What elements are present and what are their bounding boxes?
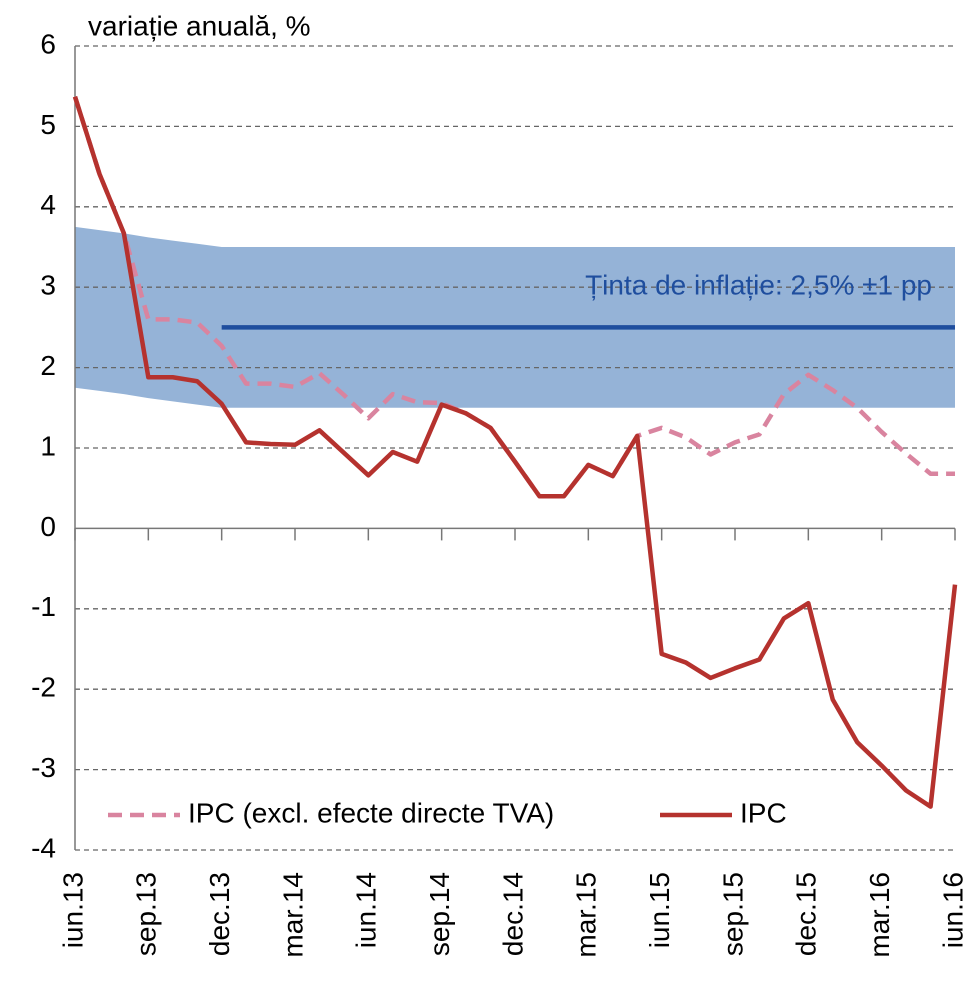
y-tick-label: 4 [40,189,56,220]
x-tick-label: mar.16 [864,872,895,958]
y-tick-label: 5 [40,109,56,140]
x-tick-label: dec.13 [204,872,235,956]
x-tick-label: sep.14 [424,872,455,956]
x-tick-label: dec.14 [497,872,528,956]
x-tick-label: iun.13 [57,872,88,948]
y-tick-label: -3 [31,752,56,783]
target-band [75,226,955,408]
y-tick-label: 0 [40,511,56,542]
x-tick-label: iun.14 [351,872,382,948]
x-tick-label: mar.15 [571,872,602,958]
target-label: Ținta de inflație: 2,5% ±1 pp [585,269,932,300]
legend-label: IPC [740,797,787,828]
y-tick-label: 3 [40,270,56,301]
y-tick-label: -4 [31,832,56,863]
series-line [72,95,958,809]
x-tick-label: sep.15 [717,872,748,956]
y-tick-label: -2 [31,672,56,703]
y-tick-label: 2 [40,350,56,381]
x-tick-label: iun.16 [937,872,968,948]
y-tick-label: 6 [40,28,56,59]
y-tick-label: 1 [40,430,56,461]
y-tick-label: -1 [31,591,56,622]
x-tick-label: mar.14 [277,872,308,958]
x-tick-label: dec.15 [791,872,822,956]
x-tick-label: sep.13 [131,872,162,956]
x-tick-label: iun.15 [644,872,675,948]
y-axis-label: variație anuală, % [88,10,311,41]
legend-label: IPC (excl. efecte directe TVA) [188,797,554,828]
